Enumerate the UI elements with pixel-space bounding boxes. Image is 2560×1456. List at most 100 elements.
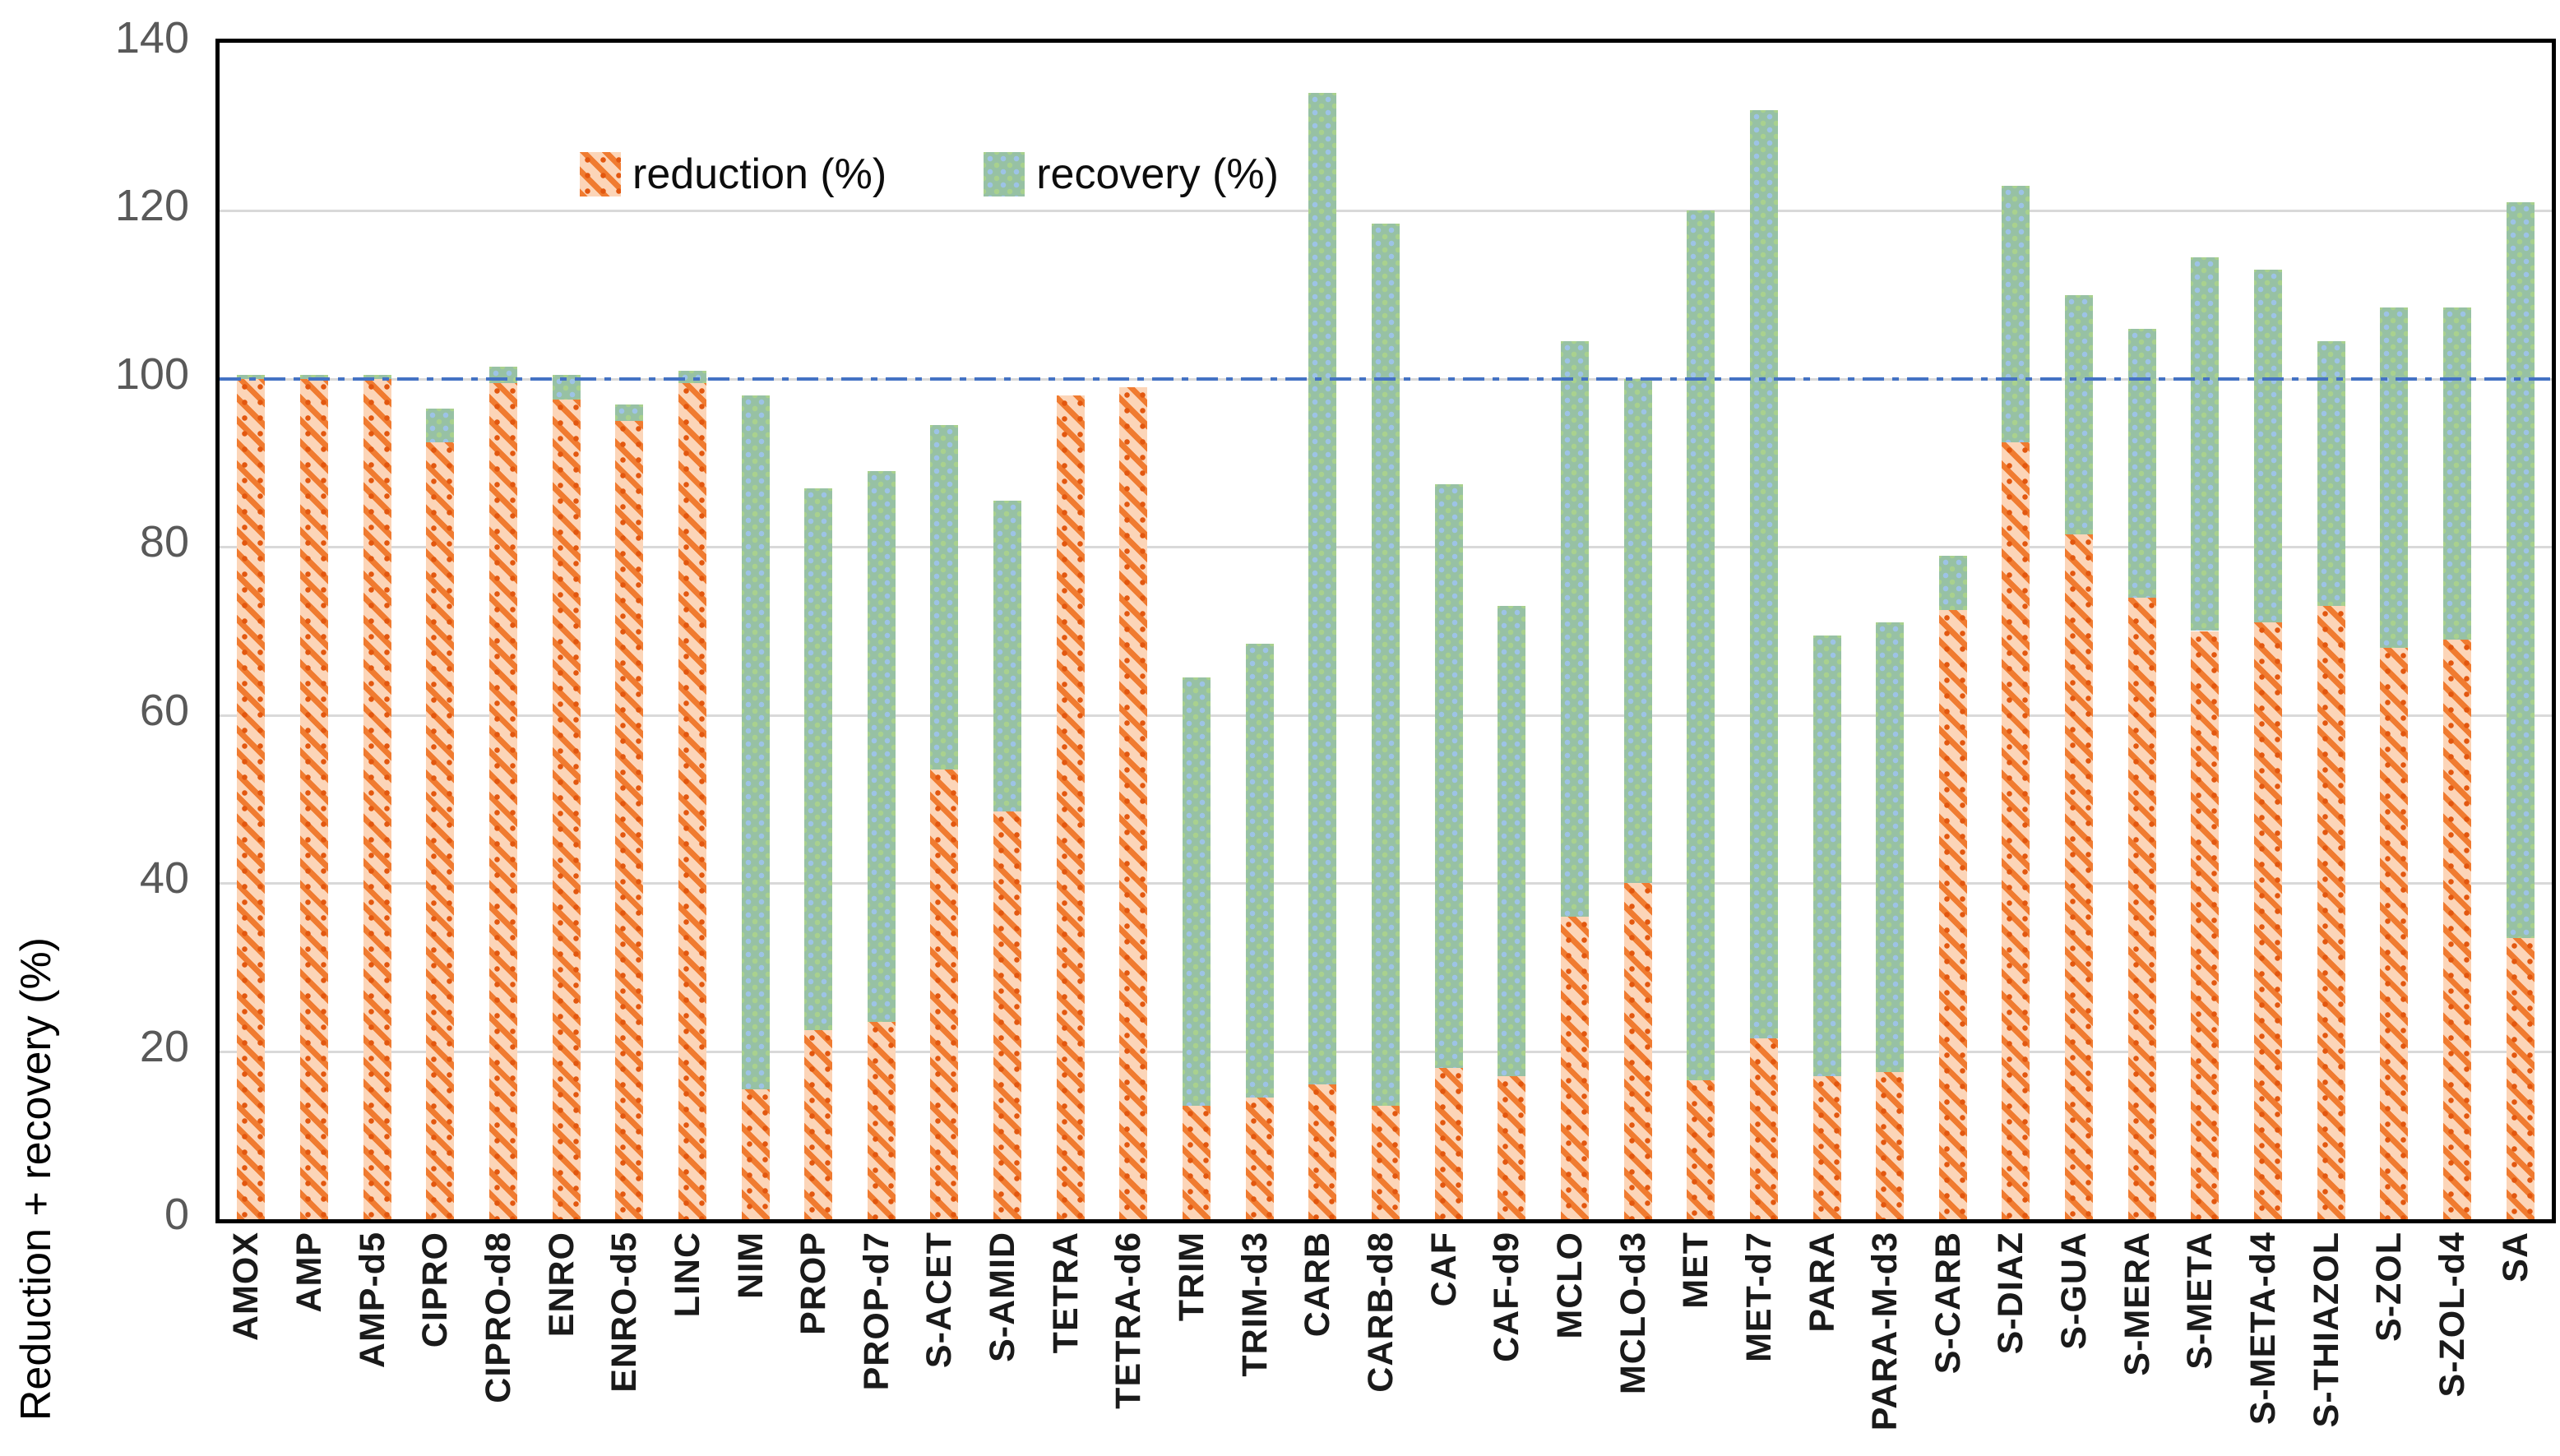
x-label-TETRA-d6: TETRA-d6 — [1109, 1232, 1149, 1409]
x-label-CAF: CAF — [1424, 1232, 1464, 1307]
x-label-S-CARB: S-CARB — [1928, 1232, 1968, 1375]
bar-reduction-S-DIAZ — [2002, 441, 2030, 1219]
x-label-CAF-d9: CAF-d9 — [1487, 1232, 1527, 1362]
x-label-PARA-M-d3: PARA-M-d3 — [1865, 1232, 1905, 1431]
bar-reduction-MCLO — [1560, 917, 1589, 1219]
bar-reduction-S-AMID — [993, 811, 1022, 1219]
plot-area: reduction (%) recovery (%) — [215, 39, 2556, 1223]
bar-recovery-S-GUA — [2065, 294, 2094, 534]
bar-reduction-AMOX — [237, 378, 266, 1219]
legend-label-reduction: reduction (%) — [632, 150, 887, 198]
x-label-PARA: PARA — [1802, 1232, 1842, 1333]
bar-reduction-AMP-d5 — [363, 378, 391, 1219]
bar-recovery-PARA-M-d3 — [1876, 622, 1905, 1073]
bar-reduction-TRIM-d3 — [1245, 1097, 1274, 1219]
bar-reduction-CARB-d8 — [1372, 1106, 1400, 1219]
legend-label-recovery: recovery (%) — [1036, 150, 1279, 198]
bar-recovery-PARA — [1812, 635, 1841, 1077]
bar-reduction-PROP — [804, 1030, 833, 1219]
bar-recovery-CARB-d8 — [1372, 223, 1400, 1106]
bar-reduction-S-THIAZOL — [2317, 605, 2345, 1219]
y-tick-100: 100 — [114, 349, 189, 399]
bar-reduction-CAF — [1434, 1068, 1463, 1219]
bar-reduction-AMP — [299, 378, 328, 1219]
bar-reduction-SA — [2506, 937, 2535, 1219]
bar-recovery-CIPRO — [426, 408, 455, 442]
bar-reduction-S-META — [2191, 631, 2220, 1219]
x-label-MCLO-d3: MCLO-d3 — [1613, 1232, 1653, 1395]
bar-recovery-MET-d7 — [1749, 109, 1778, 1039]
x-label-S-ZOL: S-ZOL — [2369, 1232, 2410, 1342]
bar-reduction-TETRA — [1056, 395, 1085, 1219]
legend: reduction (%) recovery (%) — [580, 150, 1279, 199]
bar-recovery-S-META — [2191, 257, 2220, 631]
bar-recovery-NIM — [741, 395, 770, 1089]
y-tick-120: 120 — [114, 181, 189, 231]
bar-reduction-MCLO-d3 — [1623, 883, 1652, 1219]
bar-reduction-S-CARB — [1938, 609, 1967, 1219]
x-label-PROP-d7: PROP-d7 — [856, 1232, 896, 1391]
bar-recovery-MET — [1687, 210, 1715, 1081]
x-label-AMP: AMP — [289, 1232, 329, 1313]
x-label-NIM: NIM — [730, 1232, 771, 1299]
bar-reduction-CIPRO-d8 — [488, 382, 517, 1219]
bar-recovery-TRIM-d3 — [1245, 643, 1274, 1098]
bar-recovery-S-AMID — [993, 501, 1022, 812]
bar-reduction-PARA-M-d3 — [1876, 1072, 1905, 1219]
gridline-120 — [220, 210, 2552, 213]
bar-reduction-TETRA-d6 — [1119, 387, 1148, 1219]
bar-recovery-CARB — [1308, 93, 1337, 1085]
bar-reduction-PROP-d7 — [867, 1021, 896, 1219]
legend-swatch-recovery — [984, 152, 1025, 196]
x-label-MCLO: MCLO — [1549, 1232, 1590, 1339]
y-tick-0: 0 — [164, 1190, 189, 1239]
x-label-AMP-d5: AMP-d5 — [352, 1232, 392, 1369]
bar-recovery-MCLO-d3 — [1623, 378, 1652, 884]
x-label-SA: SA — [2495, 1232, 2535, 1283]
x-label-CIPRO-d8: CIPRO-d8 — [478, 1232, 518, 1403]
x-label-S-META-d4: S-META-d4 — [2243, 1232, 2284, 1426]
bar-reduction-PARA — [1812, 1076, 1841, 1219]
y-axis-title: Reduction + recovery (%) — [12, 937, 60, 1421]
bar-recovery-PROP — [804, 488, 833, 1031]
x-label-S-DIAZ: S-DIAZ — [1991, 1232, 2031, 1355]
bar-recovery-SA — [2506, 202, 2535, 938]
bar-reduction-ENRO — [552, 400, 581, 1219]
bar-reduction-CIPRO — [426, 441, 455, 1219]
bar-recovery-CAF-d9 — [1498, 605, 1526, 1077]
bar-reduction-S-ACET — [930, 770, 959, 1219]
reference-line-100 — [220, 377, 2552, 381]
bar-recovery-MCLO — [1560, 340, 1589, 918]
x-label-CARB-d8: CARB-d8 — [1361, 1232, 1400, 1393]
bar-recovery-S-THIAZOL — [2317, 340, 2345, 606]
y-tick-80: 80 — [139, 517, 189, 567]
x-label-S-MERA: S-MERA — [2117, 1232, 2157, 1376]
x-label-S-META: S-META — [2180, 1232, 2220, 1370]
legend-swatch-reduction — [580, 152, 621, 196]
x-label-PROP: PROP — [794, 1232, 834, 1335]
bar-reduction-S-ZOL-d4 — [2443, 639, 2472, 1219]
bar-reduction-TRIM — [1183, 1106, 1211, 1219]
x-label-S-ACET: S-ACET — [919, 1232, 960, 1369]
bar-recovery-S-ZOL — [2380, 307, 2409, 648]
bar-reduction-MET — [1687, 1080, 1715, 1219]
bar-reduction-CAF-d9 — [1498, 1076, 1526, 1219]
x-label-S-AMID: S-AMID — [983, 1232, 1023, 1362]
x-label-ENRO: ENRO — [541, 1232, 581, 1338]
x-label-CIPRO: CIPRO — [415, 1232, 456, 1348]
x-label-S-THIAZOL: S-THIAZOL — [2306, 1232, 2346, 1428]
bar-recovery-ENRO-d5 — [615, 404, 644, 421]
x-label-MET: MET — [1676, 1232, 1716, 1309]
bar-recovery-AMOX — [237, 374, 266, 379]
bar-recovery-S-ACET — [930, 425, 959, 770]
bar-recovery-CAF — [1434, 483, 1463, 1068]
bar-recovery-AMP — [299, 374, 328, 379]
x-label-TETRA: TETRA — [1045, 1232, 1086, 1354]
x-label-LINC: LINC — [667, 1232, 707, 1318]
x-label-TRIM-d3: TRIM-d3 — [1234, 1232, 1275, 1377]
x-label-MET-d7: MET-d7 — [1738, 1232, 1779, 1362]
y-tick-140: 140 — [114, 13, 189, 62]
y-tick-20: 20 — [139, 1021, 189, 1071]
x-label-AMOX: AMOX — [226, 1232, 266, 1341]
